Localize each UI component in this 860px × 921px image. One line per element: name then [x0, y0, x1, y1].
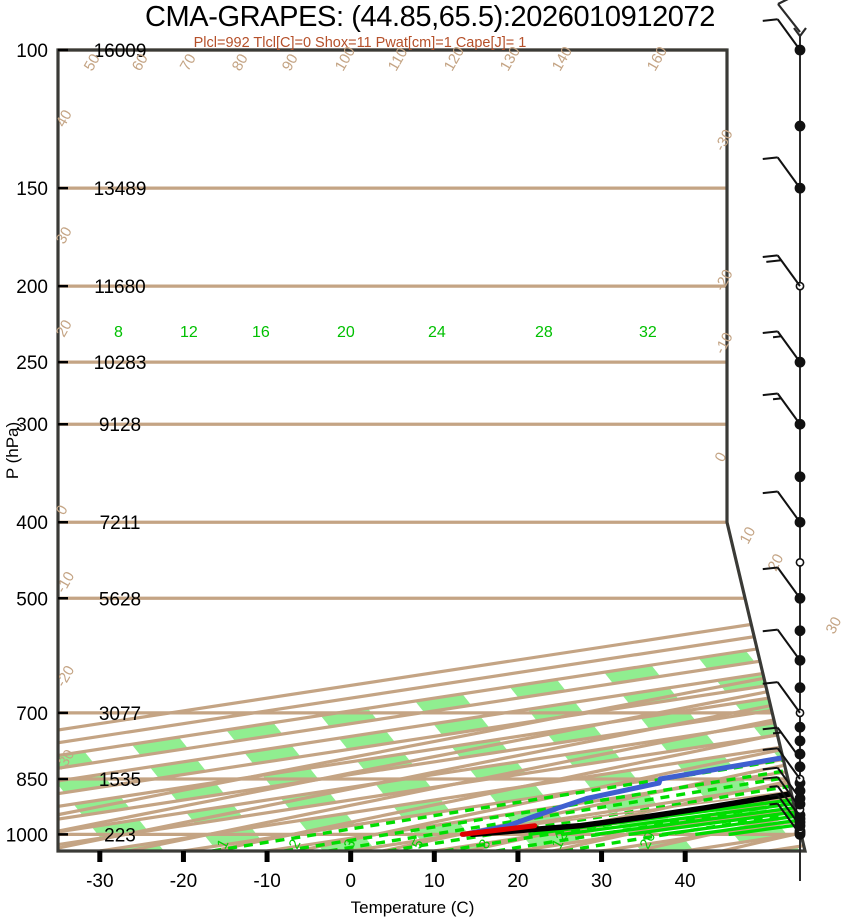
- mixing-ratio-label: 20: [637, 829, 660, 852]
- height-label: 7211: [100, 513, 141, 534]
- dry-adiabat-label: 0: [53, 502, 72, 518]
- moist-adiabat-label: 12: [180, 324, 198, 341]
- pressure-tick-label: 850: [16, 770, 48, 791]
- wind-barb: [762, 628, 801, 661]
- wind-level-dot: [795, 557, 805, 567]
- temperature-tick-label: 20: [507, 871, 528, 892]
- wind-level-dot: [794, 471, 806, 483]
- wind-barb: [762, 776, 801, 809]
- height-label: 10283: [94, 353, 147, 374]
- temperature-tick-label: -10: [253, 871, 280, 892]
- wind-barb-top: [777, 0, 807, 38]
- dry-adiabat-label: 70: [177, 51, 200, 74]
- moist-adiabat-label: 28: [535, 324, 553, 341]
- height-label: 3077: [99, 704, 141, 725]
- isotherm-label: 30: [823, 614, 846, 637]
- temperature-tick-label: 30: [591, 871, 612, 892]
- height-label: 16009: [94, 41, 147, 62]
- dry-adiabat-label: 80: [229, 51, 252, 74]
- plot-frame: [56, 48, 808, 853]
- isotherm-label: 10: [737, 524, 760, 547]
- wind-level-dot: [794, 120, 806, 132]
- pressure-tick-label: 300: [16, 415, 48, 436]
- wind-barb: [762, 392, 801, 425]
- pressure-tick-label: 400: [16, 513, 48, 534]
- moist-adiabat-label: 8: [114, 324, 123, 341]
- sounding-profiles: [459, 50, 805, 838]
- moist-adiabat-label: 20: [337, 324, 355, 341]
- wind-barb-column: [762, 0, 807, 881]
- height-label: 1535: [99, 770, 141, 791]
- temperature-tick-label: 40: [675, 871, 696, 892]
- pressure-tick-label: 100: [16, 41, 48, 62]
- wind-barb: [762, 766, 801, 800]
- height-label: 11680: [94, 277, 145, 298]
- dry-adiabat-label: 20: [53, 317, 76, 340]
- temperature-tick-label: 10: [424, 871, 445, 892]
- height-label: 5628: [99, 589, 141, 610]
- pressure-tick-label: 200: [16, 277, 48, 298]
- lcl-marker: [459, 823, 538, 837]
- wind-barb: [762, 681, 801, 714]
- dry-adiabat-label: 40: [53, 107, 76, 130]
- wind-level-dot: [794, 625, 806, 637]
- dry-adiabat-label: 50: [81, 51, 104, 74]
- wind-barb: [762, 726, 801, 759]
- dewpoint-curve: [461, 50, 805, 837]
- wind-barb: [762, 490, 801, 523]
- wind-barb: [769, 802, 801, 835]
- moist-adiabat-label: 16: [252, 324, 270, 341]
- height-label: 9128: [99, 415, 141, 436]
- dry-adiabat-label: 90: [279, 51, 302, 74]
- wind-level-dot: [794, 735, 806, 747]
- temperature-curve: [469, 50, 805, 838]
- wind-barb: [762, 566, 801, 599]
- wind-barb: [762, 156, 801, 189]
- wind-barb: [769, 794, 801, 827]
- pressure-tick-label: 700: [16, 704, 48, 725]
- wind-level-dot: [794, 682, 806, 694]
- moist-adiabat-label: 32: [639, 324, 657, 341]
- temperature-tick-label: 0: [345, 871, 356, 892]
- wind-level-dot: [794, 761, 806, 773]
- moist-adiabat-label: 24: [428, 324, 446, 341]
- wind-barb: [769, 785, 801, 818]
- dry-adiabat-label: 30: [53, 224, 76, 247]
- page-title: CMA-GRAPES: (44.85,65.5):2026010912072: [145, 1, 715, 33]
- temperature-tick-label: -30: [86, 871, 113, 892]
- wind-barb: [762, 254, 801, 287]
- mixing-ratio-label: 12: [549, 829, 572, 852]
- dry-adiabat-label: 60: [129, 51, 152, 74]
- pressure-tick-label: 500: [16, 589, 48, 610]
- temperature-tick-label: -20: [170, 871, 197, 892]
- pressure-tick-label: 1000: [6, 825, 48, 846]
- wind-level-dot: [794, 721, 806, 733]
- x-axis-title: Temperature (C): [351, 898, 475, 917]
- y-axis-title: P (hPa): [3, 422, 22, 479]
- height-label: 223: [104, 825, 136, 846]
- indices-subtitle: Plcl=992 Tlcl[C]=0 Shox=11 Pwat[cm]=1 Ca…: [193, 35, 527, 51]
- wind-barb: [762, 18, 801, 51]
- height-label: 13489: [94, 179, 147, 200]
- wind-barb: [762, 747, 801, 780]
- isotherm-label: 20: [765, 551, 788, 574]
- pressure-tick-label: 250: [16, 353, 48, 374]
- pressure-tick-label: 150: [16, 179, 48, 200]
- wind-barb: [762, 330, 801, 363]
